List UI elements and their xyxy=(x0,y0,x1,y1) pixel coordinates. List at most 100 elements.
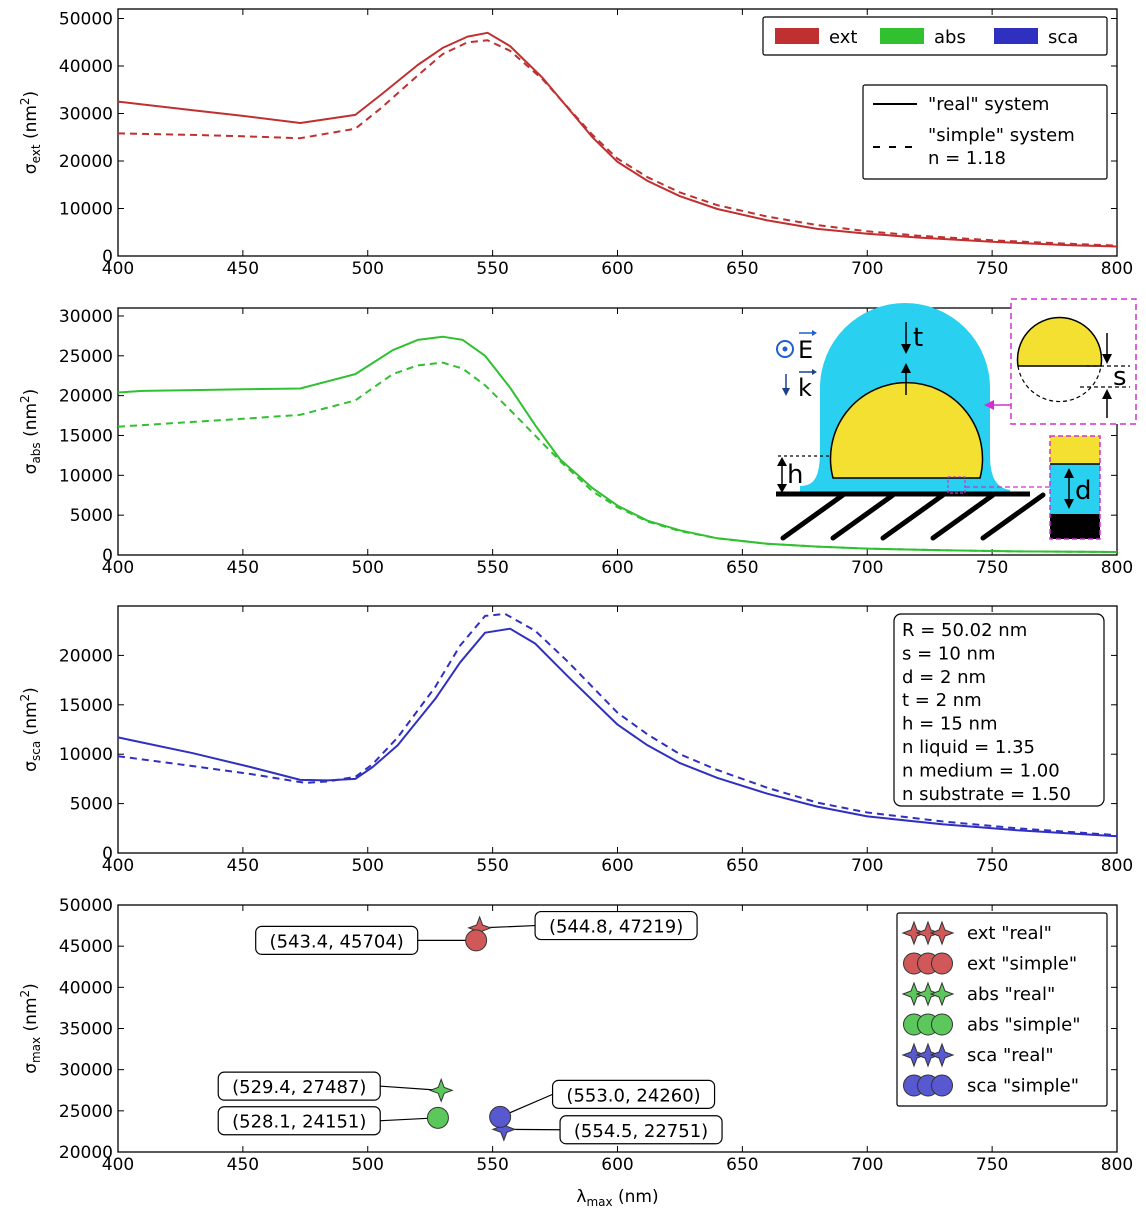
k-label: k xyxy=(798,374,812,402)
y-tick-label: 30000 xyxy=(59,307,113,327)
legend-circle xyxy=(931,952,953,975)
legend-label-sca: sca xyxy=(1048,27,1078,48)
s-arrow-head xyxy=(1102,354,1112,364)
x-tick-label: 500 xyxy=(352,1155,384,1175)
x-tick-label: 750 xyxy=(976,558,1008,578)
x-tick-label: 600 xyxy=(601,558,633,578)
point-star xyxy=(428,1077,454,1103)
legend-star xyxy=(901,981,927,1007)
k-vector-head xyxy=(812,369,817,375)
inset-sphere xyxy=(1016,316,1103,367)
x-tick-label: 500 xyxy=(352,259,384,279)
annotation-box xyxy=(217,1106,381,1136)
inset-cut xyxy=(1017,365,1102,403)
y-tick-label: 25000 xyxy=(59,347,113,367)
y-tick-label: 25000 xyxy=(59,1102,113,1122)
inset-box xyxy=(1049,435,1101,540)
t-label: t xyxy=(913,323,923,353)
y-tick-label: 10000 xyxy=(59,200,113,220)
y-tick-label: 40000 xyxy=(59,978,113,998)
x-tick-label: 650 xyxy=(726,259,758,279)
legend-label: ext "simple" xyxy=(967,954,1077,975)
series-line-simple xyxy=(117,39,1118,247)
legend-star xyxy=(915,920,941,946)
annotation-label: (554.5, 22751) xyxy=(574,1121,708,1142)
x-tick-label: 550 xyxy=(476,1155,508,1175)
legend-star xyxy=(929,1042,955,1068)
legend-star xyxy=(929,981,955,1007)
label-part: σ xyxy=(21,761,41,772)
d-label: d xyxy=(1075,476,1092,506)
label-part: (nm) xyxy=(613,1187,659,1207)
x-tick-label: 600 xyxy=(601,1155,633,1175)
substrate-hatch xyxy=(980,492,1046,541)
y-tick-label: 30000 xyxy=(59,1061,113,1081)
t-arrow-head xyxy=(901,363,911,373)
panel-3: 400 450 500 550 600 650 700 750 800 0 5000 10000 150… xyxy=(18,605,1133,876)
annotation-label: (528.1, 24151) xyxy=(232,1112,366,1133)
legend-swatch-ext xyxy=(775,28,819,44)
y-tick-label: 10000 xyxy=(59,466,113,486)
legend-star xyxy=(901,1042,927,1068)
x-tick-label: 450 xyxy=(227,856,259,876)
d-arrow-head xyxy=(1064,499,1074,509)
label-part: 2 xyxy=(18,97,32,105)
label-part: max xyxy=(29,1037,43,1063)
legend-label: ext "real" xyxy=(967,923,1052,944)
point-circle xyxy=(489,1105,512,1128)
inset-substrate xyxy=(1050,514,1100,539)
label-part: ) xyxy=(21,389,41,396)
label-part: 2 xyxy=(18,990,32,998)
nanoparticle-diagram: t h Ek s d xyxy=(776,298,1137,541)
h-arrow-head xyxy=(777,484,787,493)
series-line-real xyxy=(117,31,1118,248)
label-part: abs xyxy=(29,442,43,463)
y-axis-label: σabs (nm2) xyxy=(18,389,43,475)
param-line: d = 2 nm xyxy=(902,667,986,688)
label-part: 2 xyxy=(18,395,32,403)
parameter-box: R = 50.02 nms = 10 nm d = 2 nmt = 2 nm h =… xyxy=(893,613,1105,807)
legend-label: sca "real" xyxy=(967,1045,1054,1066)
label-part: max xyxy=(586,1195,612,1209)
legend-circle xyxy=(931,1074,953,1097)
label-part: sca xyxy=(29,741,43,761)
x-tick-label: 400 xyxy=(102,558,134,578)
color-legend: ext abs sca xyxy=(762,16,1108,56)
legend-label: abs "simple" xyxy=(967,1015,1081,1036)
d-arrow-head xyxy=(1064,468,1074,478)
series-line-simple xyxy=(117,612,1118,837)
x-tick-label: 550 xyxy=(476,856,508,876)
annotation-box xyxy=(534,910,698,941)
y-tick-label: 5000 xyxy=(70,795,113,815)
k-arrow-head xyxy=(782,388,790,396)
e-dot xyxy=(782,346,788,352)
x-tick-label: 700 xyxy=(851,558,883,578)
label-part: σ xyxy=(21,463,41,474)
h-label: h xyxy=(787,460,803,490)
x-tick-label: 450 xyxy=(227,558,259,578)
label-part: (nm xyxy=(21,701,41,740)
param-line: n substrate = 1.50 xyxy=(902,784,1071,805)
y-tick-label: 50000 xyxy=(59,896,113,916)
y-tick-label: 30000 xyxy=(59,105,113,125)
annotation-label: (544.8, 47219) xyxy=(549,917,683,938)
y-tick-label: 35000 xyxy=(59,1020,113,1040)
legend-label-simple-n: n = 1.18 xyxy=(928,148,1006,169)
param-line: t = 2 nm xyxy=(902,690,982,711)
legend-label: sca "simple" xyxy=(967,1076,1079,1097)
inset-source xyxy=(947,476,966,494)
annotation-box xyxy=(551,1079,716,1109)
y-tick-label: 5000 xyxy=(70,506,113,526)
inset-liquid xyxy=(1050,464,1100,514)
param-line: n liquid = 1.35 xyxy=(902,737,1035,758)
legend-box xyxy=(862,84,1108,180)
substrate-hatch xyxy=(830,492,896,541)
inset-layer: d xyxy=(947,435,1101,540)
e-vector-head xyxy=(812,330,817,336)
x-tick-label: 700 xyxy=(851,856,883,876)
legend-circle xyxy=(931,1013,953,1036)
x-tick-label: 400 xyxy=(102,259,134,279)
annotation-box xyxy=(217,1071,381,1101)
param-frame xyxy=(893,613,1105,807)
